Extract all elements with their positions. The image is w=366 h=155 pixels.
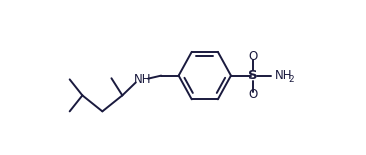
Text: O: O xyxy=(248,88,257,101)
Text: NH: NH xyxy=(275,69,293,82)
Text: S: S xyxy=(248,69,258,82)
Text: NH: NH xyxy=(134,73,151,86)
Text: O: O xyxy=(248,50,257,63)
Text: 2: 2 xyxy=(288,75,294,84)
